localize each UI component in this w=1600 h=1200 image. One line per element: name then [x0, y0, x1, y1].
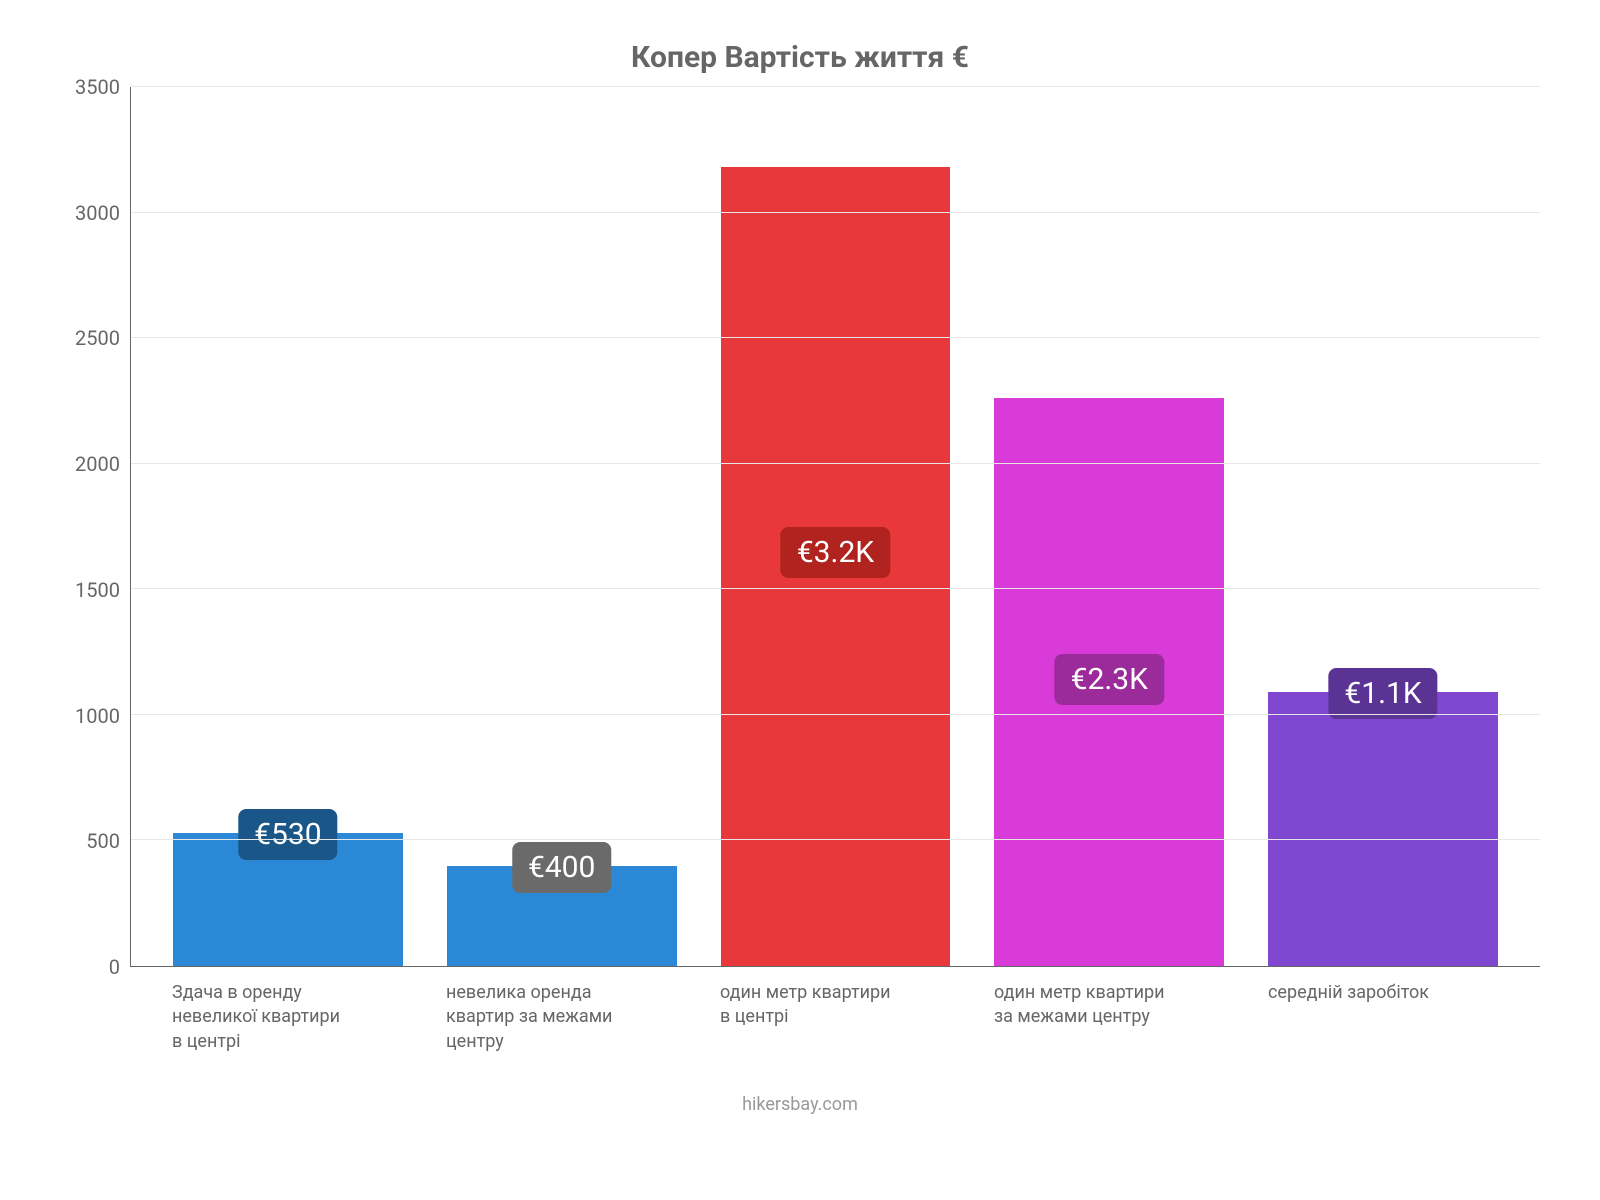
bar: €530 — [173, 833, 403, 966]
x-category-label: один метр квартири за межами центру — [994, 981, 1174, 1030]
grid-line — [131, 714, 1540, 715]
x-label-slot: один метр квартири в центрі — [698, 967, 972, 1054]
bar: €400 — [447, 866, 677, 966]
grid-line — [131, 463, 1540, 464]
chart-container: Копер Вартість життя € 0 500 1000 1500 2000 2… — [0, 0, 1600, 1200]
x-category-label: один метр квартири в центрі — [720, 981, 900, 1030]
grid-line — [131, 839, 1540, 840]
grid-line — [131, 337, 1540, 338]
x-label-slot: невелика оренда квартир за межами центру — [424, 967, 698, 1054]
grid-line — [131, 86, 1540, 87]
y-tick-label: 3000 — [60, 201, 120, 225]
bar-value-label: €400 — [512, 842, 611, 893]
bar-value-label: €3.2K — [781, 527, 890, 578]
y-axis: 0500100015002000250030003500 — [60, 87, 130, 967]
chart-title: Копер Вартість життя € — [60, 40, 1540, 75]
y-tick-label: 500 — [60, 829, 120, 853]
bar-slot: €1.1K — [1246, 87, 1520, 966]
y-tick-label: 0 — [60, 955, 120, 979]
bar-slot: €3.2K — [699, 87, 973, 966]
y-tick-label: 2000 — [60, 452, 120, 476]
bar-slot: €400 — [425, 87, 699, 966]
y-tick-label: 1500 — [60, 578, 120, 602]
bar: €2.3K — [994, 398, 1224, 966]
bar: €1.1K — [1268, 692, 1498, 966]
bar-slot: €2.3K — [972, 87, 1246, 966]
attribution-text: hikersbay.com — [60, 1094, 1540, 1115]
x-category-label: Здача в оренду невеликої квартири в цент… — [172, 981, 352, 1054]
bars-container: €530 €400 €3.2K €2.3K €1.1K — [131, 87, 1540, 966]
bar-value-label: €530 — [238, 809, 337, 860]
grid-line — [131, 588, 1540, 589]
x-category-label: середній заробіток — [1268, 981, 1448, 1005]
x-category-label: невелика оренда квартир за межами центру — [446, 981, 626, 1054]
plot-area: €530 €400 €3.2K €2.3K €1.1K — [130, 87, 1540, 967]
bar-value-label: €1.1K — [1328, 668, 1437, 719]
x-axis: Здача в оренду невеликої квартири в цент… — [130, 967, 1540, 1054]
bar-value-label: €2.3K — [1055, 654, 1164, 705]
bar-slot: €530 — [151, 87, 425, 966]
y-tick-label: 1000 — [60, 704, 120, 728]
x-label-slot: середній заробіток — [1246, 967, 1520, 1054]
grid-line — [131, 212, 1540, 213]
x-label-slot: один метр квартири за межами центру — [972, 967, 1246, 1054]
y-tick-label: 2500 — [60, 326, 120, 350]
plot-row: 0500100015002000250030003500 €530€400€3.… — [60, 87, 1540, 967]
bar: €3.2K — [721, 167, 951, 966]
y-tick-label: 3500 — [60, 75, 120, 99]
x-label-slot: Здача в оренду невеликої квартири в цент… — [150, 967, 424, 1054]
